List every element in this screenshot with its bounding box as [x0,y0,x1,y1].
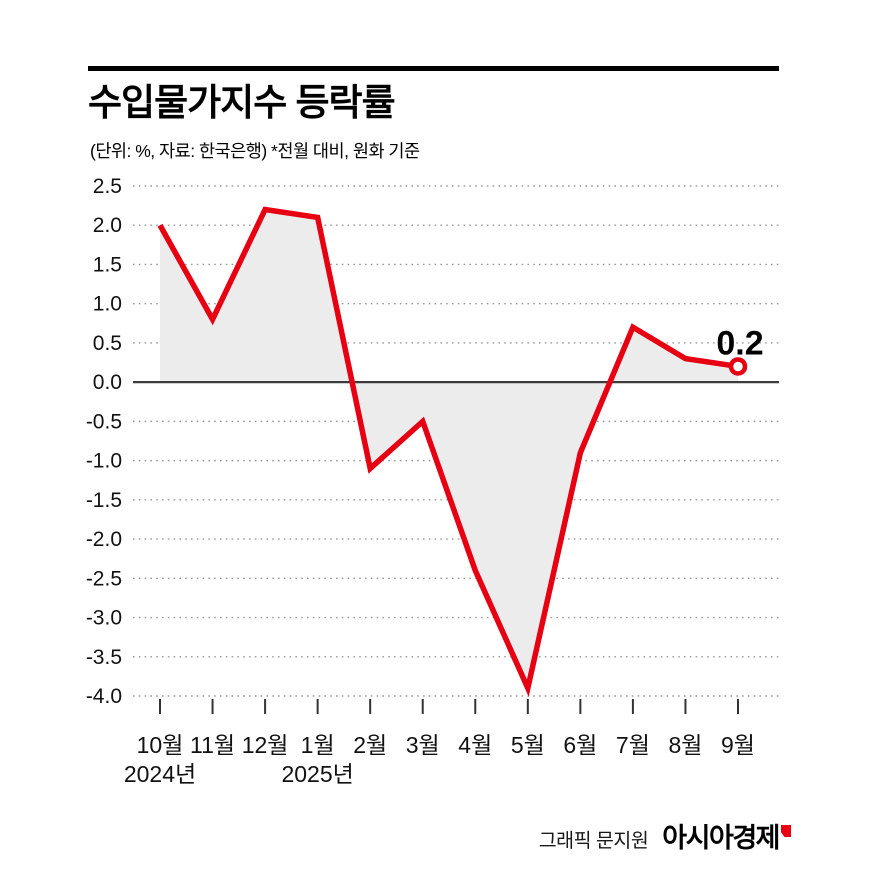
y-tick-label: -2.0 [86,528,122,551]
x-tick-label: 3월 [406,732,440,758]
y-tick-label: 2.0 [93,214,122,237]
y-tick-label: -1.5 [86,489,122,512]
y-tick-label: 0.5 [93,332,122,355]
y-tick-label: 1.0 [93,293,122,316]
y-tick-label: -0.5 [86,410,122,433]
credit-text: 그래픽 문지원 [538,830,649,852]
top-rule [88,66,779,71]
x-tick-label: 11월 [190,732,235,758]
x-tick-label: 2월 [353,732,387,758]
year-label: 2024년 [124,761,196,787]
last-value-label: 0.2 [716,324,763,362]
x-tick-label: 7월 [616,732,650,758]
chart-subtitle: (단위: %, 자료: 한국은행) *전월 대비, 원화 기준 [90,141,420,161]
year-label: 2025년 [281,761,353,787]
y-tick-label: -3.5 [86,646,122,669]
x-tick-label: 12월 [242,732,289,758]
end-point-marker [728,357,748,376]
x-tick-label: 1월 [301,732,335,758]
y-tick-label: 2.5 [93,175,122,198]
x-tick-label: 6월 [563,732,597,758]
y-tick-label: 0.0 [93,371,122,394]
area-fill [160,209,738,689]
x-tick-label: 5월 [511,732,545,758]
y-tick-label: -4.0 [86,685,122,708]
x-tick-label: 4월 [458,732,492,758]
brand-logo: 아시아경제 [662,823,780,853]
chart-title: 수입물가지수 등락률 [88,82,396,123]
y-tick-label: -3.0 [86,607,122,630]
y-tick-label: -2.5 [86,567,122,590]
footer: 그래픽 문지원 아시아경제 [539,816,791,855]
brand-mark-icon [781,825,791,837]
x-tick-label: 9월 [721,732,755,758]
y-tick-label: 1.5 [93,253,122,276]
y-tick-label: -1.0 [86,450,122,473]
x-tick-label: 8월 [668,732,702,758]
data-line [157,206,739,697]
x-tick-label: 10월 [137,732,184,758]
